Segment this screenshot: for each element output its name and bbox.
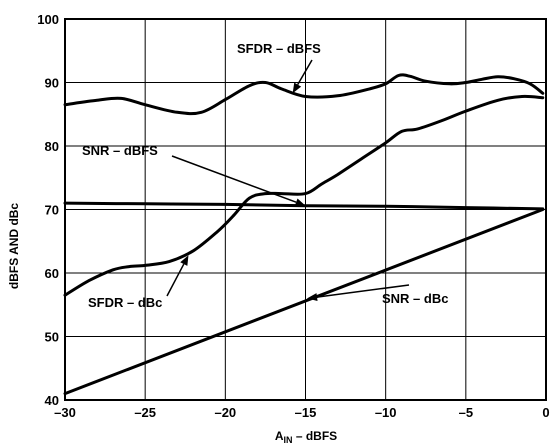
- x-axis-label-main: A: [275, 429, 284, 443]
- annotation-snr-dbc: SNR – dBc: [382, 291, 448, 306]
- y-tick-label: 40: [45, 393, 59, 408]
- series-line-sfdr-dbc: [63, 94, 545, 297]
- y-tick-label: 100: [37, 12, 59, 27]
- x-axis-label-subscript: IN: [284, 435, 293, 445]
- x-tick-label: –5: [459, 405, 473, 420]
- x-tick-label: –10: [375, 405, 397, 420]
- y-tick-label: 60: [45, 266, 59, 281]
- annotation-arrow: [316, 284, 410, 298]
- x-tick-label: 0: [542, 405, 549, 420]
- y-tick-label: 90: [45, 76, 59, 91]
- y-tick-label: 50: [45, 330, 59, 345]
- annotation-sfdr-dbc: SFDR – dBc: [88, 295, 162, 310]
- series-line-snr-dbfs: [63, 201, 545, 211]
- annotation-arrow: [297, 59, 313, 86]
- x-tick-label: –30: [54, 405, 76, 420]
- annotation-arrow: [166, 263, 185, 297]
- x-tick-label: –15: [295, 405, 317, 420]
- arrowhead-icon: [294, 198, 306, 206]
- series-lines: [63, 73, 545, 396]
- gridlines: [65, 19, 546, 400]
- annotation-arrows: [166, 59, 410, 302]
- series-line-sfdr-dbfs: [63, 73, 545, 116]
- annotation-snr-dbfs: SNR – dBFS: [82, 143, 158, 158]
- x-axis-label: AIN – dBFS: [275, 429, 337, 445]
- series-line-snr-dbc: [63, 208, 545, 396]
- arrowhead-icon: [307, 293, 318, 302]
- x-tick-labels: –30 –25 –20 –15 –10 –5 0: [54, 405, 549, 420]
- y-axis-label: dBFS AND dBc: [7, 203, 21, 290]
- x-tick-label: –20: [214, 405, 236, 420]
- annotation-arrow: [171, 155, 297, 203]
- annotation-labels: SFDR – dBFS SNR – dBFS SFDR – dBc SNR – dBc: [82, 41, 448, 310]
- x-axis-label-rest: – dBFS: [293, 429, 338, 443]
- y-tick-label: 70: [45, 203, 59, 218]
- arrowhead-icon: [180, 255, 189, 266]
- x-tick-label: –25: [134, 405, 156, 420]
- y-tick-labels: 40 50 60 70 80 90 100: [37, 12, 59, 408]
- plot-frame: [64, 18, 547, 401]
- arrowhead-icon: [292, 82, 302, 94]
- y-tick-label: 80: [45, 139, 59, 154]
- annotation-sfdr-dbfs: SFDR – dBFS: [237, 41, 321, 56]
